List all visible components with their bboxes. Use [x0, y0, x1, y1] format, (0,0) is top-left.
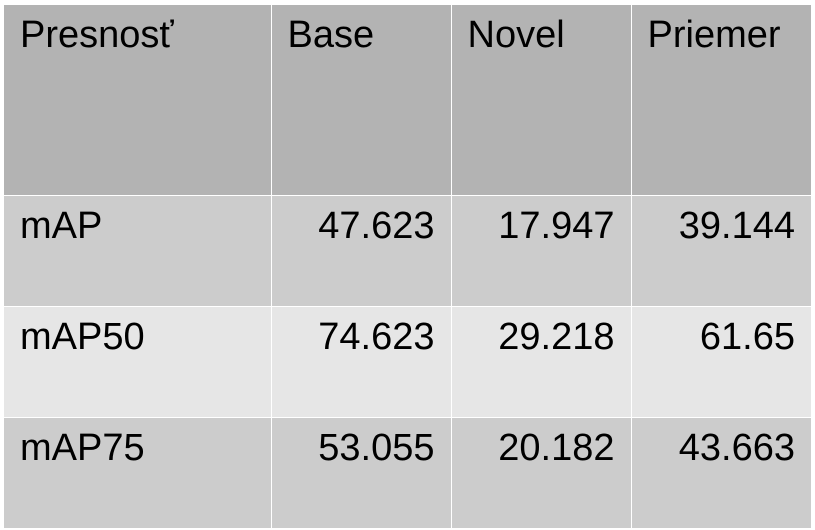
table-cell: 39.144	[630, 194, 811, 307]
column-header-average: Priemer	[630, 5, 811, 196]
column-header-novel: Novel	[450, 5, 632, 196]
table-cell: 20.182	[450, 416, 632, 528]
results-table: Presnosť Base Novel Priemer mAP 47.623 1…	[4, 5, 811, 528]
table-cell: 61.65	[630, 305, 811, 418]
table-cell: 17.947	[450, 194, 632, 307]
column-header-base: Base	[270, 5, 452, 196]
column-header-metric: Presnosť	[4, 5, 272, 196]
table-row: mAP75 53.055 20.182 43.663	[4, 416, 811, 528]
table-cell: 43.663	[630, 416, 811, 528]
row-label-map: mAP	[4, 194, 272, 307]
table-cell: 53.055	[270, 416, 452, 528]
table-row: mAP50 74.623 29.218 61.65	[4, 305, 811, 418]
header-row: Presnosť Base Novel Priemer	[4, 5, 811, 196]
table-cell: 47.623	[270, 194, 452, 307]
table-container: Presnosť Base Novel Priemer mAP 47.623 1…	[4, 5, 811, 528]
table-cell: 29.218	[450, 305, 632, 418]
table-row: mAP 47.623 17.947 39.144	[4, 194, 811, 307]
table-cell: 74.623	[270, 305, 452, 418]
row-label-map75: mAP75	[4, 416, 272, 528]
row-label-map50: mAP50	[4, 305, 272, 418]
